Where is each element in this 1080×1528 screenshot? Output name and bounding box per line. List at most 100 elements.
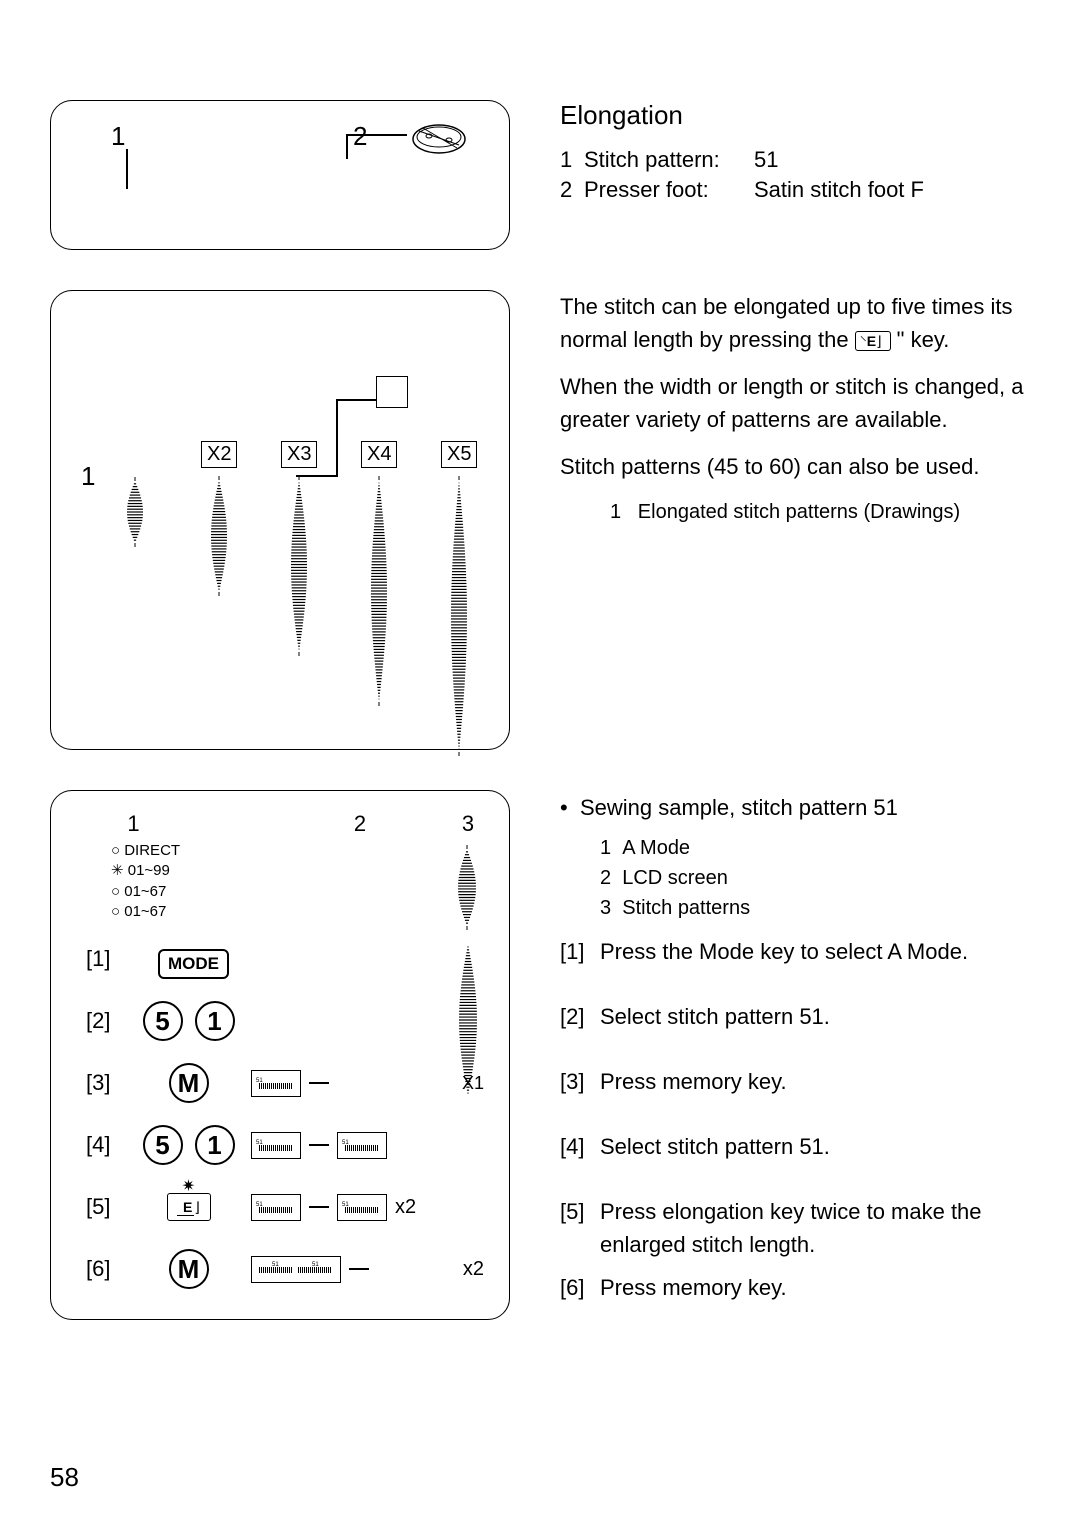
bullet-heading: • Sewing sample, stitch pattern 51 [560,790,1030,825]
mode-option: ○ 01~67 [111,902,181,922]
step-1-label: [1] [86,946,126,972]
spec-value: 51 [754,147,778,173]
step-3-label: [3] [86,1070,126,1096]
step-number: [5] [560,1195,600,1261]
callout-2-line-h [347,134,407,136]
lcd-pattern-icon-2: 51 [337,1194,387,1221]
lcd-pattern-icon: 51 [251,1194,301,1221]
p3-num-3: 3 [462,811,474,837]
sample-stitch-icon [457,845,479,1105]
sub-item: 3 Stitch patterns [600,893,1030,923]
lcd-pattern-icon: 51 [251,1070,301,1097]
intro-para-1: The stitch can be elongated up to five t… [560,290,1030,356]
star-icon: ✷ [182,1176,195,1196]
stitch-pattern-icon [450,476,468,756]
elongation-key-icon: ⸌E⌋ [855,331,891,351]
step-row-1: [1] MODE [86,928,484,990]
panel-elongation-diagram: 1 X2X3X4X5 [50,290,510,750]
stitch-pattern-icon [370,476,388,706]
step-5-label: [5] [86,1194,126,1220]
step-text: Select stitch pattern 51. [600,1130,830,1163]
lcd-mult: x2 [463,1258,484,1281]
intro-sub-num: 1 [610,501,621,523]
step-text: Press memory key. [600,1065,787,1098]
lcd-cursor [309,1144,329,1146]
stitch-pattern-icon [210,476,228,596]
step-number: [6] [560,1271,600,1304]
step-number: [4] [560,1130,600,1163]
key-M: M [169,1063,209,1103]
instruction-step: [1]Press the Mode key to select A Mode. [560,935,1030,968]
elong-group: X2 [201,441,237,596]
key-1: 1 [195,1125,235,1165]
elong-group [126,441,144,547]
lcd-mult: x2 [395,1196,416,1219]
page-number: 58 [50,1462,79,1493]
lcd-cursor [309,1082,329,1084]
lcd-pattern-icon: 51 [251,1132,301,1159]
mode-list: ○ DIRECT✳ 01~99○ 01~67○ 01~67 [86,841,181,922]
multiplier-label: X2 [201,441,237,468]
section-title: Elongation [560,100,1030,131]
step-text: Press memory key. [600,1271,787,1304]
spec-value: Satin stitch foot F [754,177,924,203]
instruction-step: [2]Select stitch pattern 51. [560,1000,1030,1033]
callout-1: 1 [111,121,125,152]
sub-item: 1 A Mode [600,833,1030,863]
elong-group: X4 [361,441,397,706]
step-text: Press the Mode key to select A Mode. [600,935,968,968]
instruction-step: [3]Press memory key. [560,1065,1030,1098]
leader-box [376,376,408,408]
sub-item: 2 LCD screen [600,863,1030,893]
mode-option: ○ 01~67 [111,882,181,902]
p3-col3: 3 [457,811,479,1105]
step-2-label: [2] [86,1008,126,1034]
p3-num-2: 2 [236,811,484,837]
callout-2-line-v [346,134,348,159]
lcd-cursor [349,1268,369,1270]
elong-group: X3 [281,441,317,656]
callout-1: 1 [81,461,95,492]
intro-sub-text: Elongated stitch patterns (Drawings) [638,501,960,523]
elongation-key: ✷ E⌋ [167,1193,211,1221]
spec-label: Stitch pattern: [584,147,754,173]
step-4-label: [4] [86,1132,126,1158]
lcd-cursor [309,1206,329,1208]
spec-row: 2 Presser foot: Satin stitch foot F [560,177,1030,203]
multiplier-label: X3 [281,441,317,468]
key-1: 1 [195,1001,235,1041]
instruction-step: [5]Press elongation key twice to make th… [560,1195,1030,1261]
intro-para-1b: " key. [897,327,950,352]
step-text: Press elongation key twice to make the e… [600,1195,1030,1261]
lcd-pattern-icon-2: 51 [337,1132,387,1159]
stitch-pattern-icon [126,477,144,547]
step-row-2: [2] 5 1 [86,990,484,1052]
multiplier-label: X4 [361,441,397,468]
step-row-5: [5] ✷ E⌋ 51 51 [86,1176,484,1238]
spec-label: Presser foot: [584,177,754,203]
intro-sub: 1 Elongated stitch patterns (Drawings) [560,497,1030,527]
lcd-pattern-combined: 51 51 [251,1256,341,1283]
panel-foot-diagram: 1 2 [50,100,510,250]
mode-option: ○ DIRECT [111,841,181,861]
panel-steps-diagram: 1 ○ DIRECT✳ 01~99○ 01~67○ 01~67 2 [1] MO… [50,790,510,1320]
step-row-4: [4] 5 1 51 51 [86,1114,484,1176]
step-row-3: [3] M 51 X1 [86,1052,484,1114]
step-number: [3] [560,1065,600,1098]
callout-1-line [126,149,128,189]
elong-group: X5 [441,441,477,756]
spec-num: 2 [560,177,584,203]
intro-para-3: Stitch patterns (45 to 60) can also be u… [560,450,1030,483]
key-M: M [169,1249,209,1289]
key-5: 5 [143,1125,183,1165]
key-5: 5 [143,1001,183,1041]
step-text: Select stitch pattern 51. [600,1000,830,1033]
instruction-step: [4]Select stitch pattern 51. [560,1130,1030,1163]
bullet-text: Sewing sample, stitch pattern 51 [580,795,898,820]
step-number: [1] [560,935,600,968]
spec-num: 1 [560,147,584,173]
presser-foot-icon [409,119,469,159]
leader-h2 [336,399,376,401]
p3-num-1: 1 [86,811,181,837]
mode-button: MODE [158,949,229,979]
